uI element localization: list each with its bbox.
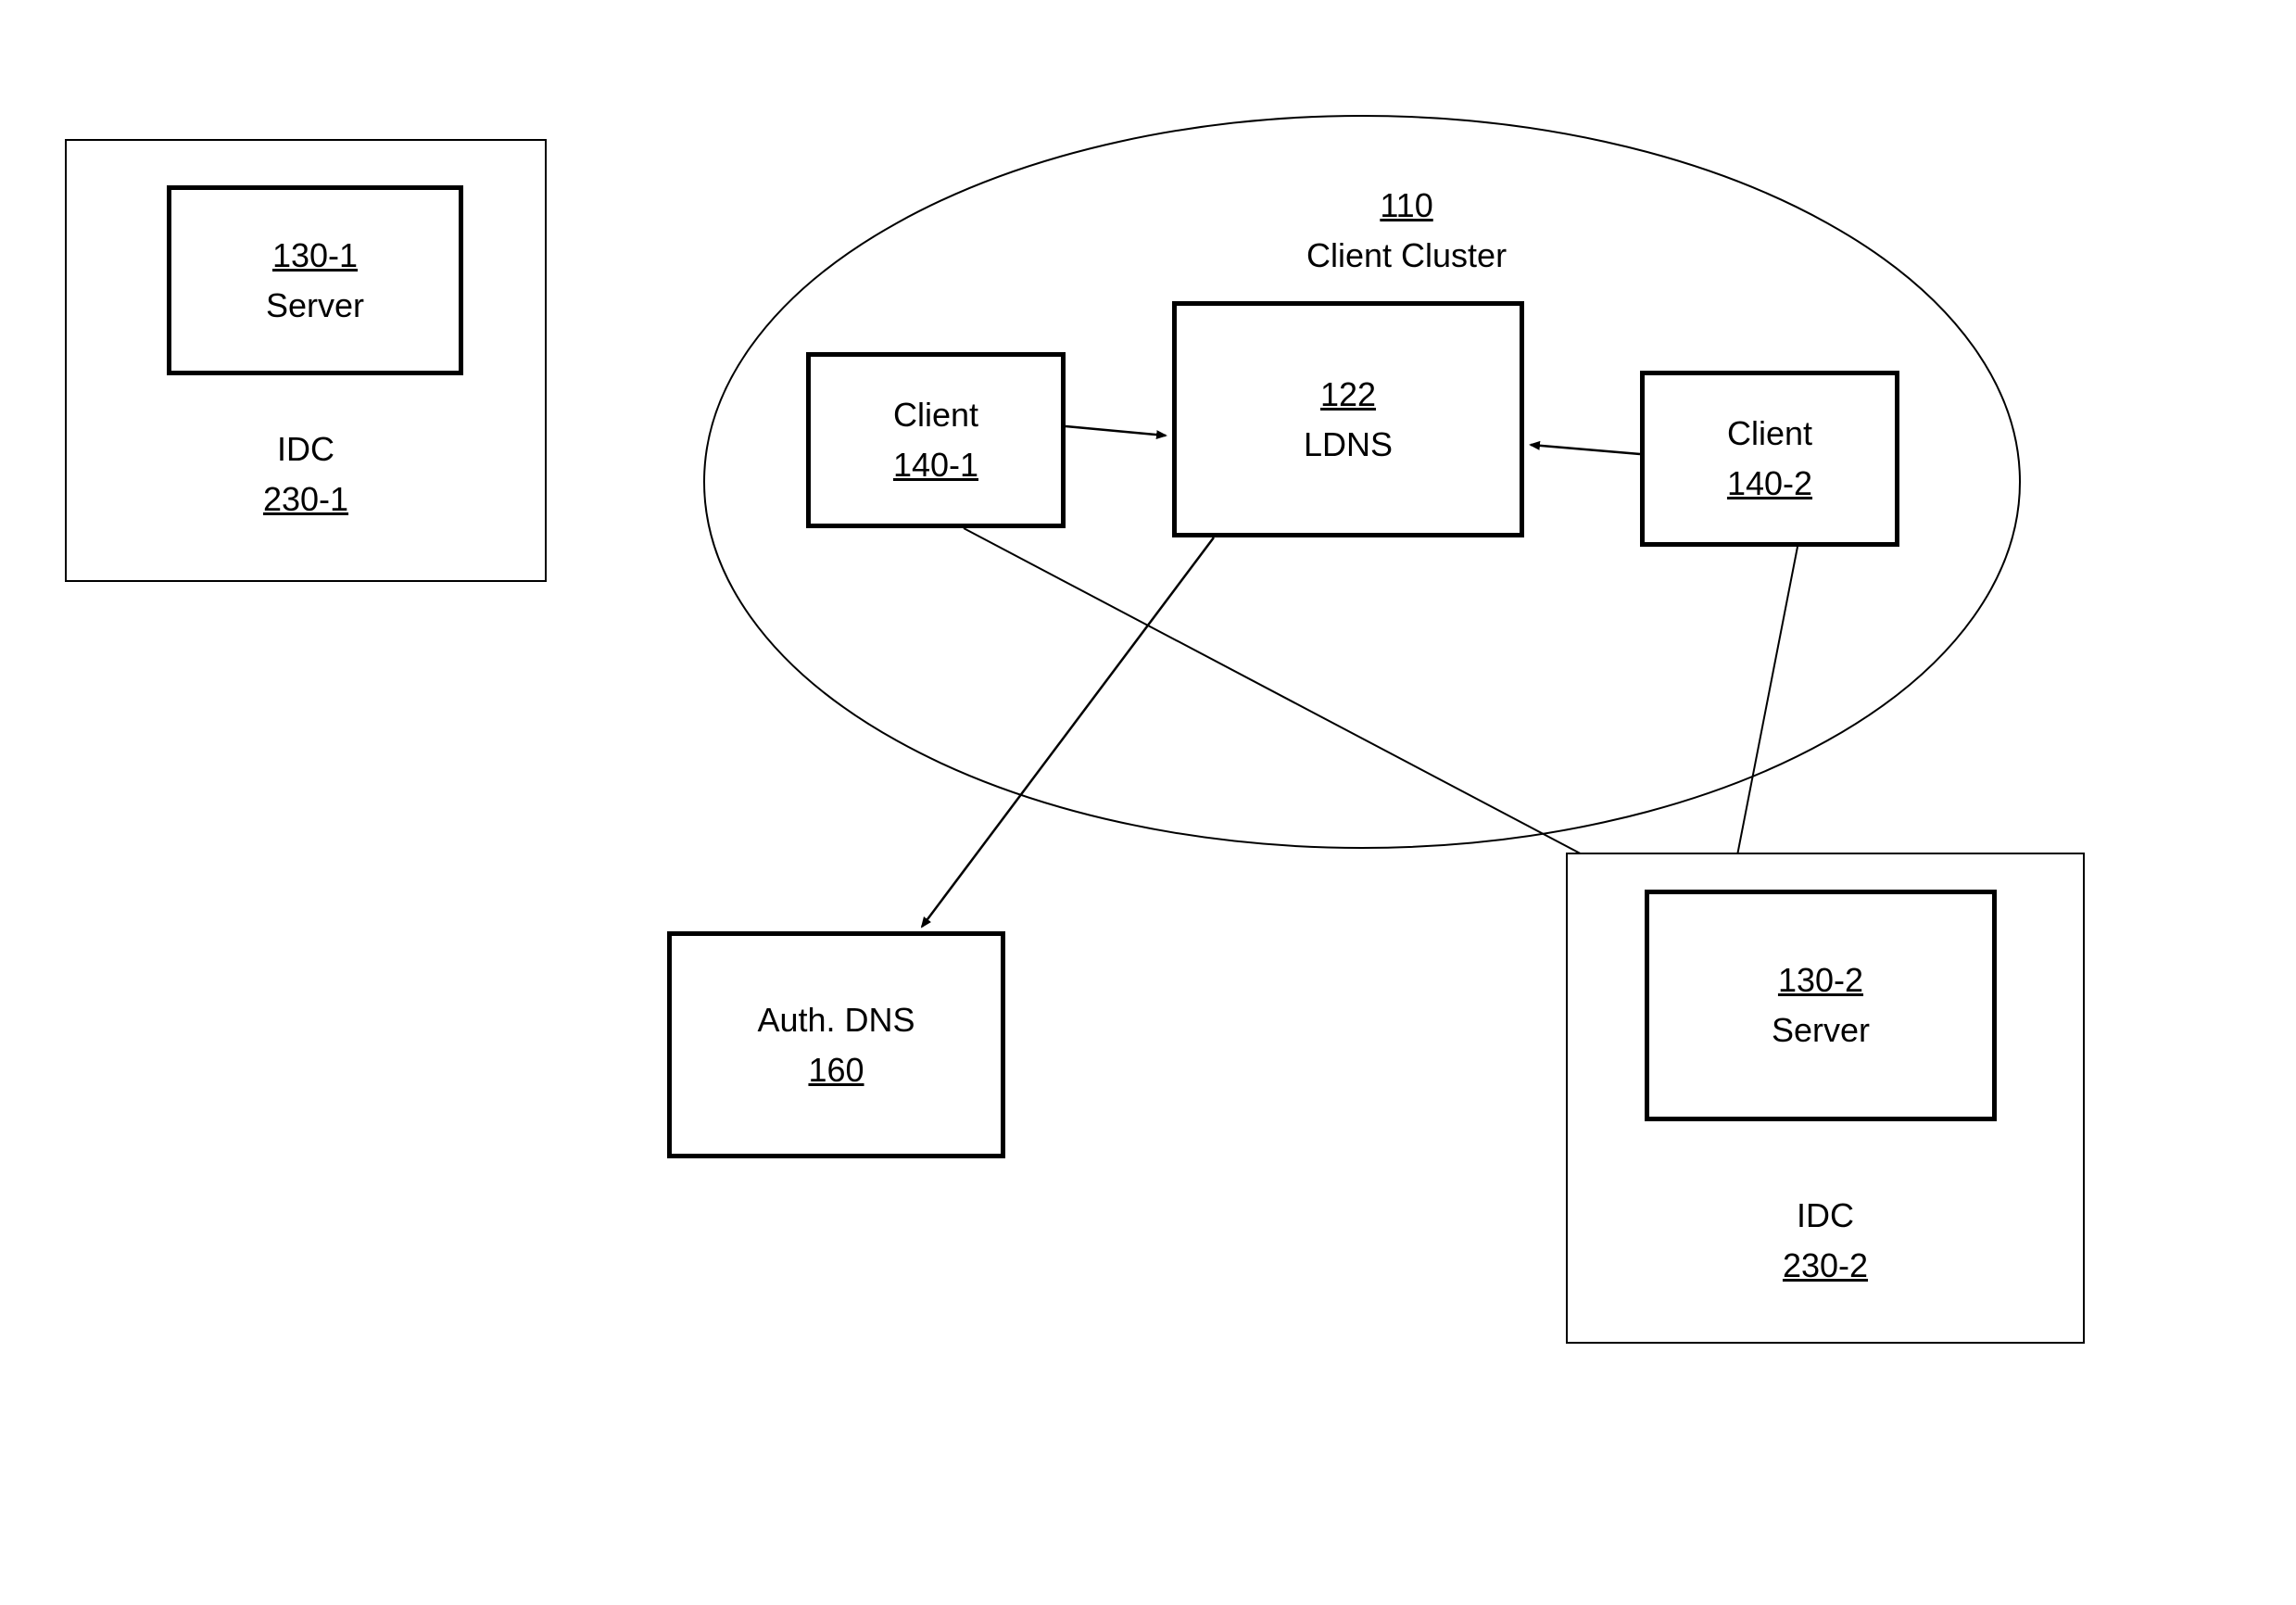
client1-box: Client 140-1: [806, 352, 1066, 528]
cluster-label: 110 Client Cluster: [1306, 181, 1507, 281]
idc1-ref: 230-1: [67, 474, 545, 524]
auth-dns-label: Auth. DNS: [757, 995, 915, 1045]
server1-ref: 130-1: [272, 231, 358, 281]
client2-box: Client 140-2: [1640, 371, 1899, 547]
cluster-text: Client Cluster: [1306, 231, 1507, 281]
auth-dns-ref: 160: [808, 1045, 864, 1095]
edge-client1-idc2: [964, 528, 1640, 885]
server1-box: 130-1 Server: [167, 185, 463, 375]
server1-label: Server: [266, 281, 364, 331]
idc2-label: IDC: [1568, 1191, 2083, 1241]
server2-ref: 130-2: [1778, 955, 1863, 1005]
client1-label: Client: [893, 390, 978, 440]
ldns-label: LDNS: [1304, 420, 1393, 470]
edge-client2-idc2: [1737, 547, 1798, 855]
cluster-ref: 110: [1306, 181, 1507, 231]
client2-label: Client: [1727, 409, 1812, 459]
edge-ldns-authdns: [922, 537, 1214, 927]
auth-dns-box: Auth. DNS 160: [667, 931, 1005, 1158]
client1-ref: 140-1: [893, 440, 978, 490]
client2-ref: 140-2: [1727, 459, 1812, 509]
network-diagram: IDC 230-1 130-1 Server 110 Client Cluste…: [0, 0, 2296, 1605]
ldns-box: 122 LDNS: [1172, 301, 1524, 537]
server2-label: Server: [1772, 1005, 1870, 1055]
edge-client2-ldns: [1531, 445, 1640, 454]
ldns-ref: 122: [1320, 370, 1376, 420]
idc2-ref: 230-2: [1568, 1241, 2083, 1291]
idc1-label: IDC: [67, 424, 545, 474]
edge-client1-ldns: [1066, 426, 1166, 436]
server2-box: 130-2 Server: [1645, 890, 1997, 1121]
